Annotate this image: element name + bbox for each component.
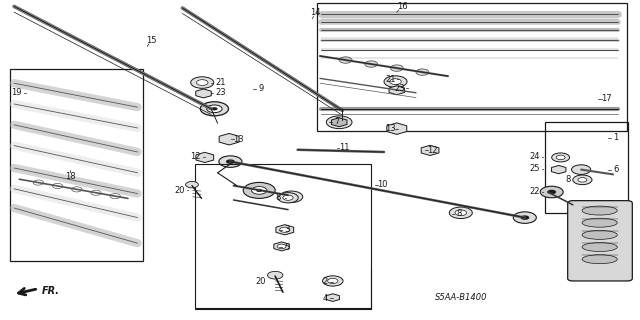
Circle shape <box>552 153 570 162</box>
Text: 1: 1 <box>613 133 618 142</box>
Text: 23: 23 <box>216 88 226 97</box>
Circle shape <box>256 189 262 192</box>
Text: 7: 7 <box>334 117 339 126</box>
Circle shape <box>278 193 298 203</box>
Circle shape <box>384 76 407 87</box>
Circle shape <box>200 102 228 116</box>
Text: 8: 8 <box>457 209 462 218</box>
Ellipse shape <box>582 243 618 252</box>
Circle shape <box>52 183 63 188</box>
Circle shape <box>280 191 303 203</box>
Bar <box>545 122 628 213</box>
Circle shape <box>573 175 592 185</box>
Circle shape <box>280 227 290 232</box>
Text: 13: 13 <box>234 135 244 144</box>
Circle shape <box>578 178 587 182</box>
Circle shape <box>268 271 283 279</box>
Text: 11: 11 <box>339 143 349 152</box>
Circle shape <box>186 181 198 188</box>
Circle shape <box>33 180 44 185</box>
Circle shape <box>226 159 235 164</box>
Text: 12: 12 <box>190 152 200 161</box>
Circle shape <box>513 212 536 223</box>
Text: 8: 8 <box>276 193 281 202</box>
Circle shape <box>191 77 214 88</box>
Ellipse shape <box>582 218 618 227</box>
Text: 8: 8 <box>566 175 571 184</box>
Ellipse shape <box>582 206 618 215</box>
Circle shape <box>455 210 467 216</box>
Text: 19: 19 <box>11 88 21 97</box>
Text: FR.: FR. <box>42 286 60 296</box>
Circle shape <box>572 165 591 174</box>
Ellipse shape <box>582 255 618 264</box>
Circle shape <box>283 195 293 200</box>
Text: 23: 23 <box>395 84 405 92</box>
Circle shape <box>196 80 208 85</box>
Circle shape <box>219 156 242 167</box>
Circle shape <box>252 187 267 194</box>
Text: 25: 25 <box>529 164 540 173</box>
Circle shape <box>243 182 275 198</box>
Text: 21: 21 <box>385 75 396 84</box>
Circle shape <box>323 276 343 286</box>
Text: 22: 22 <box>529 188 540 196</box>
Circle shape <box>211 107 218 110</box>
Circle shape <box>72 187 82 192</box>
Circle shape <box>390 79 401 84</box>
Bar <box>10 69 143 261</box>
Circle shape <box>547 190 556 194</box>
Text: 20: 20 <box>256 277 266 286</box>
Text: 5: 5 <box>284 243 289 252</box>
Circle shape <box>91 190 101 195</box>
Circle shape <box>328 278 338 284</box>
Text: 16: 16 <box>397 2 407 11</box>
Circle shape <box>339 57 352 63</box>
Circle shape <box>390 65 403 71</box>
Ellipse shape <box>582 230 618 239</box>
FancyBboxPatch shape <box>568 201 632 281</box>
Text: 24: 24 <box>529 152 540 161</box>
Text: 10: 10 <box>378 180 388 189</box>
Text: 2: 2 <box>323 277 328 286</box>
Circle shape <box>540 186 563 198</box>
Bar <box>195 164 371 308</box>
Circle shape <box>207 105 222 113</box>
Text: 15: 15 <box>147 36 157 45</box>
Circle shape <box>365 61 378 67</box>
Circle shape <box>333 119 346 125</box>
Text: S5AA-B1400: S5AA-B1400 <box>435 293 487 302</box>
Circle shape <box>285 194 297 200</box>
Circle shape <box>326 116 352 129</box>
Text: 3: 3 <box>284 225 289 234</box>
Circle shape <box>556 155 565 160</box>
Text: 9: 9 <box>259 84 264 93</box>
Text: 21: 21 <box>216 78 226 87</box>
Text: 18: 18 <box>65 172 76 180</box>
Circle shape <box>110 194 120 199</box>
Text: 20: 20 <box>174 186 184 195</box>
Circle shape <box>277 244 286 249</box>
Bar <box>317 3 627 131</box>
Text: 13: 13 <box>385 124 396 133</box>
Text: 4: 4 <box>323 294 328 303</box>
Text: 6: 6 <box>613 165 618 174</box>
Circle shape <box>520 215 529 220</box>
Text: 14: 14 <box>310 8 321 17</box>
Circle shape <box>449 207 472 219</box>
Circle shape <box>416 69 429 75</box>
Text: 17: 17 <box>601 94 611 103</box>
Text: 12: 12 <box>428 146 438 155</box>
